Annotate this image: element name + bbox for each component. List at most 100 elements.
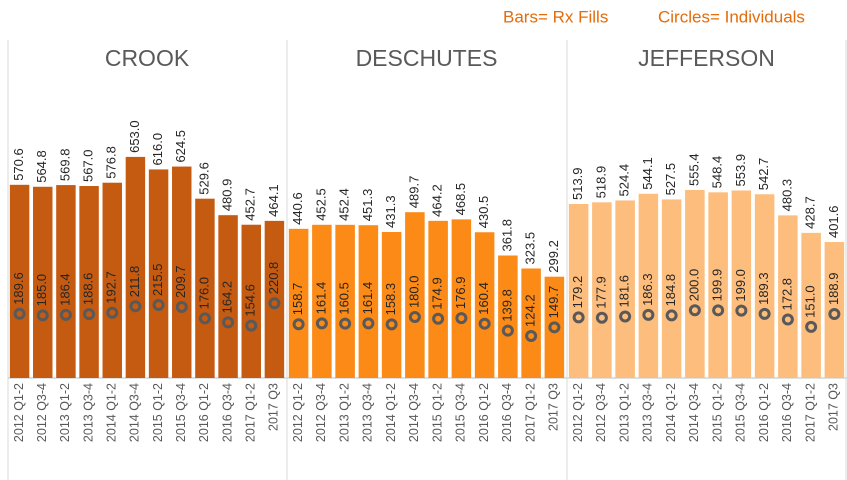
individuals-marker [198, 312, 211, 325]
bar-value-label: 464.1 [266, 184, 281, 217]
individuals-marker [758, 307, 771, 320]
x-tick-label: 2014 Q1-2 [105, 383, 119, 442]
marker-value-label: 200.0 [686, 269, 701, 302]
x-tick-label: 2016 Q3-4 [780, 383, 794, 442]
individuals-marker [106, 306, 119, 319]
bar-value-label: 542.7 [756, 158, 771, 191]
marker-value-label: 151.0 [803, 285, 818, 318]
bar [148, 169, 169, 378]
bar [241, 224, 261, 378]
bar [801, 232, 821, 378]
bar [521, 268, 541, 378]
individuals-marker [595, 311, 608, 324]
x-tick-label: 2017 Q1-2 [523, 383, 537, 442]
x-tick-label: 2012 Q3-4 [35, 383, 49, 442]
marker-value-label: 161.4 [360, 282, 375, 315]
bar-value-label: 464.2 [430, 184, 445, 217]
individuals-marker [619, 310, 632, 323]
marker-value-label: 154.6 [243, 284, 258, 317]
individuals-marker [408, 311, 421, 324]
individuals-marker [129, 300, 142, 313]
marker-value-label: 185.0 [34, 274, 49, 307]
bar [498, 255, 518, 378]
panel-title: CROOK [105, 45, 190, 71]
bar-value-label: 576.8 [104, 146, 119, 179]
bar-value-label: 323.5 [523, 232, 538, 265]
x-tick-label: 2013 Q3-4 [361, 383, 375, 442]
marker-value-label: 180.0 [406, 276, 421, 309]
individuals-marker [781, 313, 794, 326]
individuals-marker [13, 307, 26, 320]
x-tick-label: 2015 Q1-2 [430, 383, 444, 442]
x-tick-label: 2012 Q1-2 [571, 383, 585, 442]
x-tick-label: 2014 Q1-2 [384, 383, 398, 442]
bar [56, 185, 76, 378]
individuals-marker [572, 311, 585, 324]
bar-value-label: 569.8 [57, 149, 72, 182]
individuals-marker [36, 309, 49, 322]
bar [754, 194, 775, 378]
marker-value-label: 189.6 [11, 272, 26, 305]
bar [172, 166, 192, 378]
x-tick-label: 2017 Q3 [827, 383, 841, 431]
individuals-marker [292, 318, 305, 331]
marker-value-label: 176.0 [196, 277, 211, 310]
marker-value-label: 186.3 [640, 273, 655, 306]
individuals-marker [339, 317, 352, 330]
bar [218, 215, 238, 378]
marker-value-label: 199.9 [710, 269, 725, 302]
individuals-marker [385, 318, 398, 331]
individuals-marker [501, 324, 514, 337]
individuals-marker [688, 304, 701, 317]
bar [778, 215, 798, 378]
bar-value-label: 518.9 [593, 166, 608, 199]
individuals-marker [665, 309, 678, 322]
bar-value-label: 299.2 [546, 240, 561, 273]
x-tick-label: 2013 Q3-4 [81, 383, 95, 442]
individuals-marker [828, 308, 841, 321]
bar [615, 200, 635, 378]
x-tick-label: 2016 Q1-2 [477, 383, 491, 442]
marker-value-label: 174.9 [430, 277, 445, 310]
marker-value-label: 209.7 [173, 265, 188, 298]
x-tick-label: 2017 Q1-2 [803, 383, 817, 442]
marker-value-label: 158.3 [383, 283, 398, 316]
bar-value-label: 555.4 [686, 153, 701, 186]
bar-value-label: 428.7 [803, 196, 818, 229]
marker-value-label: 192.7 [104, 271, 119, 304]
bar-value-label: 567.0 [81, 149, 96, 182]
x-tick-label: 2013 Q1-2 [337, 383, 351, 442]
bar [661, 199, 682, 378]
bar [405, 212, 425, 378]
individuals-marker [222, 316, 235, 329]
marker-value-label: 158.7 [290, 283, 305, 316]
bar [102, 182, 122, 378]
x-tick-label: 2016 Q3-4 [220, 383, 234, 442]
marker-value-label: 215.5 [150, 263, 165, 296]
bar-value-label: 564.8 [34, 150, 49, 183]
individuals-marker [432, 312, 445, 325]
bar-value-label: 653.0 [127, 120, 142, 153]
bar-value-label: 570.6 [11, 148, 26, 181]
bar [335, 224, 355, 378]
x-tick-label: 2015 Q3-4 [174, 383, 188, 442]
panel-title: DESCHUTES [356, 45, 498, 71]
individuals-marker [152, 299, 165, 312]
bar-value-label: 489.7 [406, 176, 421, 209]
marker-value-label: 160.5 [337, 282, 352, 315]
marker-value-label: 172.8 [779, 278, 794, 311]
x-tick-label: 2015 Q1-2 [710, 383, 724, 442]
individuals-marker [525, 329, 538, 342]
x-tick-label: 2016 Q3-4 [500, 383, 514, 442]
marker-value-label: 199.0 [733, 269, 748, 302]
individuals-marker [245, 319, 258, 332]
bar-value-label: 624.5 [173, 130, 188, 163]
marker-value-label: 184.8 [663, 274, 678, 307]
bar [312, 224, 332, 378]
individuals-marker [59, 308, 72, 321]
x-tick-label: 2013 Q1-2 [617, 383, 631, 442]
bar-value-label: 544.1 [640, 157, 655, 190]
x-tick-label: 2016 Q1-2 [757, 383, 771, 442]
x-tick-label: 2017 Q1-2 [244, 383, 258, 442]
bar [708, 192, 728, 378]
